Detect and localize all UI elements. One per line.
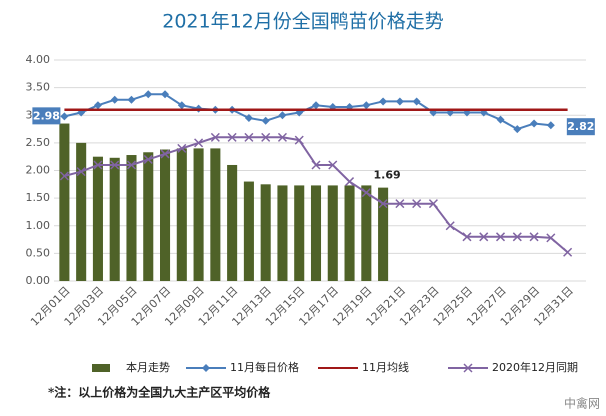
point [143, 154, 153, 164]
bar [344, 185, 355, 281]
bar [160, 149, 171, 281]
point [412, 199, 422, 209]
point [277, 132, 287, 142]
bar [378, 187, 389, 281]
bar [277, 185, 288, 281]
point [161, 90, 170, 99]
y-tick-label: 0.00 [26, 274, 51, 287]
point [177, 143, 187, 153]
data-label-box [566, 118, 595, 136]
point [59, 171, 69, 181]
data-label: 2.98 [33, 109, 60, 122]
bar [143, 152, 154, 281]
point [362, 101, 371, 110]
bar [310, 185, 322, 281]
bar [126, 155, 137, 281]
point [546, 121, 555, 130]
legend-label: 11月每日价格 [230, 360, 299, 374]
point [126, 160, 137, 170]
legend-marker [463, 363, 473, 373]
point [227, 132, 237, 142]
point [294, 135, 304, 145]
point [479, 232, 489, 242]
y-tick-label: 2.00 [26, 164, 51, 177]
bar [176, 148, 187, 281]
point [177, 101, 186, 110]
point [60, 112, 69, 121]
point [312, 101, 320, 110]
bar [109, 157, 120, 281]
y-tick-label: 0.50 [26, 246, 51, 259]
point [93, 160, 103, 170]
legend-swatch [92, 364, 110, 372]
point [563, 247, 573, 257]
point [496, 115, 505, 124]
point [546, 233, 556, 243]
y-tick-label: 2.50 [26, 136, 51, 149]
point [379, 97, 388, 106]
bar [76, 142, 87, 281]
point [110, 160, 120, 170]
point [513, 125, 522, 134]
point [512, 232, 522, 242]
chart-title: 2021年12月份全国鸭苗价格走势 [162, 11, 444, 33]
point [93, 101, 102, 110]
point [210, 132, 220, 142]
bar [59, 123, 70, 281]
bar [361, 185, 372, 281]
bar [243, 181, 254, 281]
data-label-box [32, 107, 61, 125]
point [530, 119, 539, 128]
point [244, 132, 254, 142]
point [311, 160, 321, 170]
data-label: 1.69 [374, 169, 401, 182]
legend-label: 本月走势 [126, 360, 170, 374]
point [428, 199, 438, 209]
point [412, 97, 421, 106]
point [144, 90, 153, 99]
data-label: 2.82 [567, 120, 594, 133]
point [529, 232, 539, 242]
point [194, 138, 204, 148]
y-tick-label: 1.00 [26, 219, 51, 232]
point [395, 199, 405, 209]
point [278, 111, 287, 120]
point [395, 97, 404, 106]
footnote: *注：以上价格为全国九大主产区平均价格 [48, 385, 271, 400]
point [495, 232, 506, 242]
bar [227, 164, 238, 281]
y-tick-label: 3.50 [26, 81, 51, 94]
point [445, 221, 455, 231]
point [361, 188, 371, 198]
legend-marker [202, 364, 210, 372]
point [345, 177, 355, 187]
point [127, 95, 136, 104]
bar [92, 156, 103, 281]
bar [294, 185, 305, 281]
watermark: 中禽网 [564, 396, 600, 411]
bar [193, 148, 204, 281]
point [378, 199, 388, 209]
bar [210, 148, 221, 281]
point [261, 132, 271, 142]
point [110, 95, 119, 104]
legend-label: 2020年12月同期 [492, 360, 578, 374]
point [244, 114, 253, 123]
bar [327, 185, 338, 281]
legend-label: 11月均线 [362, 360, 409, 374]
point [328, 160, 338, 170]
point [261, 116, 270, 125]
point [76, 167, 86, 177]
point [462, 232, 472, 242]
y-tick-label: 4.00 [26, 53, 51, 66]
point [160, 149, 170, 159]
bar [260, 184, 271, 281]
y-tick-label: 1.50 [26, 191, 51, 204]
